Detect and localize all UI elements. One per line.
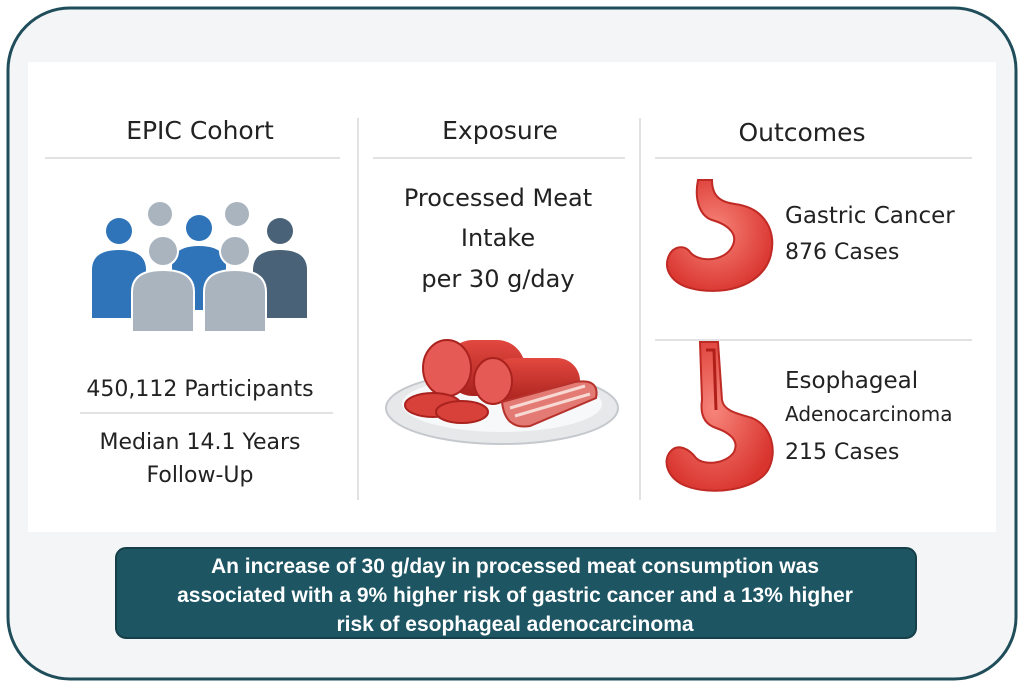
icon-shape (219, 235, 251, 267)
icon-shape (267, 218, 293, 244)
outcome-subname: Adenocarcinoma (785, 402, 952, 426)
banner-line: associated with a 9% higher risk of gast… (177, 584, 853, 607)
column-cohort: EPIC Cohort 450,112 Participants Median … (45, 116, 340, 488)
icon-shape (106, 218, 132, 244)
icon-shape (473, 357, 513, 405)
exposure-line: per 30 g/day (421, 265, 574, 293)
case-count: 876 (785, 240, 827, 265)
stomach-icon (666, 179, 774, 292)
esophagus-icon (665, 341, 774, 492)
outcome-name: Gastric Cancer (785, 203, 955, 229)
icon-shape (147, 235, 179, 267)
icon-shape (203, 268, 267, 333)
esophagus-detail (706, 348, 718, 411)
icon-shape (422, 339, 472, 397)
icon-shape (225, 202, 249, 226)
exposure-line: Intake (461, 224, 535, 252)
column-title: Outcomes (738, 118, 865, 147)
column-exposure: Exposure Processed Meat Intake per 30 g/… (373, 116, 625, 445)
banner-line: risk of esophageal adenocarcinoma (336, 613, 693, 636)
outcome-name: Esophageal (785, 368, 918, 394)
follow-up: Median 14.1 Years (99, 430, 300, 455)
icon-shape (148, 202, 172, 226)
icon-shape (500, 380, 598, 428)
conclusion-banner: An increase of 30 g/day in processed mea… (115, 547, 917, 639)
case-count: 215 (785, 440, 827, 465)
outcome-cases: 876 Cases (785, 240, 899, 265)
icon-shape (131, 268, 195, 333)
case-unit: Cases (834, 440, 899, 465)
icon-shape (509, 384, 591, 418)
follow-up: Follow-Up (146, 463, 253, 488)
case-unit: Cases (834, 240, 899, 265)
column-title: Exposure (442, 116, 558, 145)
outcome-cases: 215 Cases (785, 440, 899, 465)
exposure-line: Processed Meat (404, 184, 592, 212)
icon-shape (186, 215, 212, 241)
meat-plate-icon (385, 339, 619, 445)
people-icon (92, 202, 307, 333)
column-title: EPIC Cohort (126, 116, 274, 145)
banner-line: An increase of 30 g/day in processed mea… (211, 555, 819, 578)
banner-box (115, 547, 917, 639)
icon-shape (435, 400, 489, 424)
participants: 450,112 Participants (86, 377, 313, 402)
column-outcomes: Outcomes Gastric Cancer 876 Cases Esopha… (655, 118, 972, 492)
